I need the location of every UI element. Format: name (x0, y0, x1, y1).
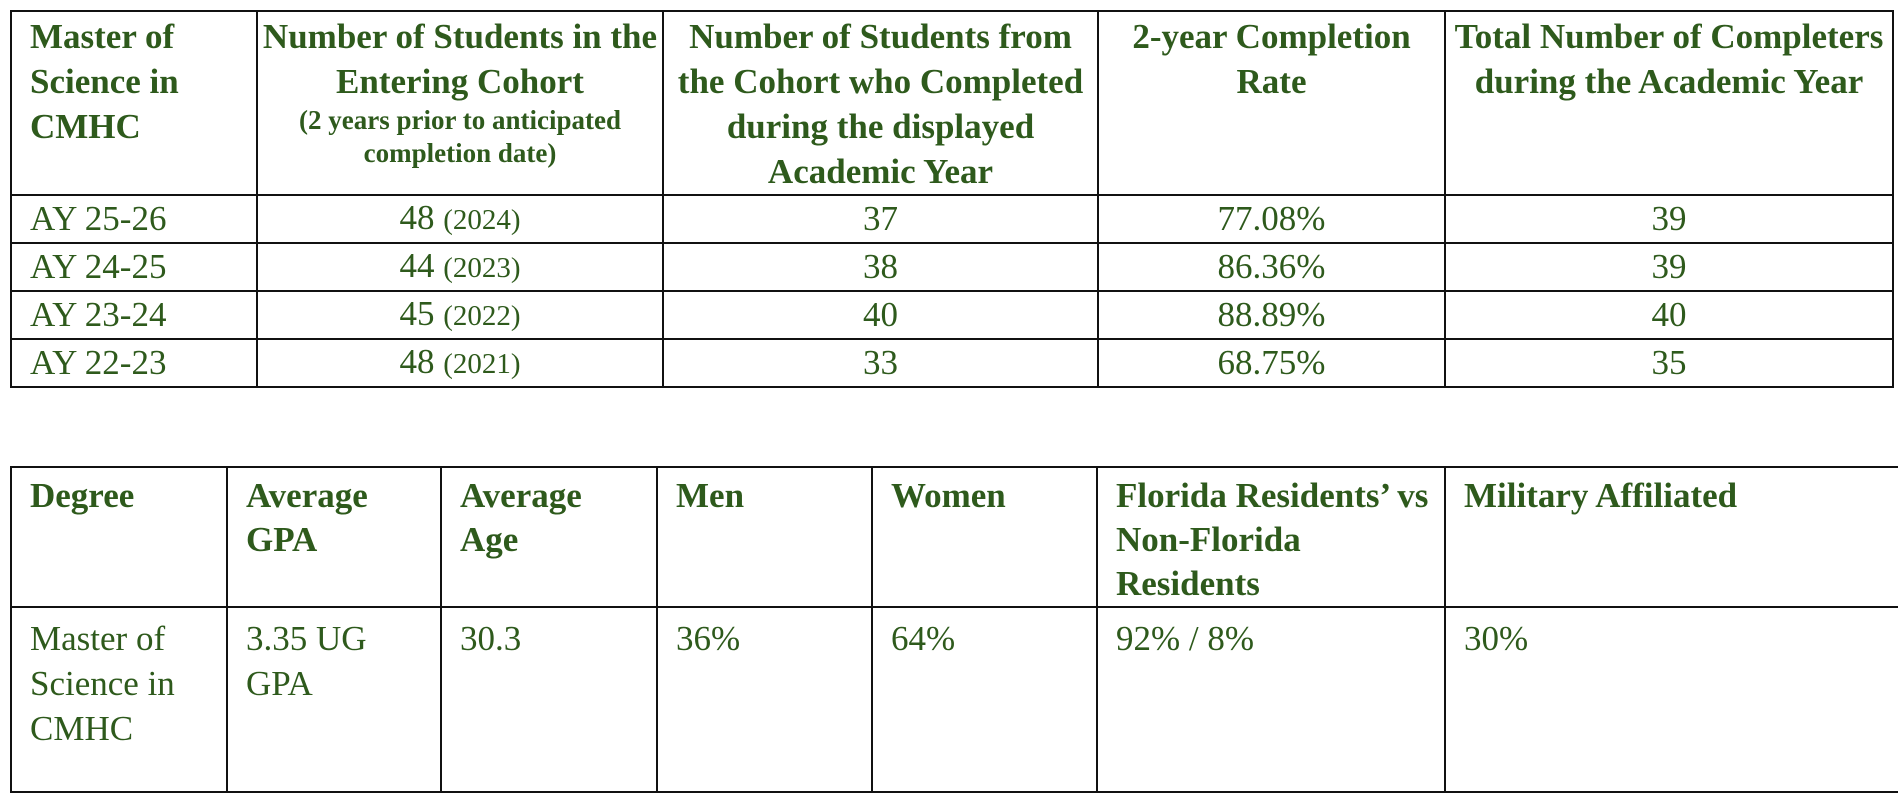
entering-cohort-cell: 45 (2022) (256, 290, 664, 340)
total-completers-cell: 39 (1444, 242, 1894, 292)
women-cell: 64% (871, 606, 1098, 793)
cohort-count: 44 (399, 246, 435, 285)
demographics-header-row: Degree Average GPA Average Age Men Women… (10, 466, 1898, 608)
table-row: AY 23-24 45 (2022) 40 88.89% 40 (10, 290, 1894, 340)
header-total-completers: Total Number of Completers during the Ac… (1444, 10, 1894, 196)
academic-year-cell: AY 22-23 (10, 338, 258, 388)
table-row: Master of Science in CMHC 3.35 UG GPA 30… (10, 606, 1898, 793)
completion-rate-cell: 86.36% (1097, 242, 1446, 292)
cohort-count: 45 (399, 294, 435, 333)
header-residents: Florida Residents’ vs Non-Florida Reside… (1096, 466, 1446, 608)
academic-year-cell: AY 24-25 (10, 242, 258, 292)
entering-cohort-cell: 44 (2023) (256, 242, 664, 292)
header-average-gpa: Average GPA (226, 466, 442, 608)
student-demographics-table: Degree Average GPA Average Age Men Women… (10, 466, 1898, 793)
completed-cell: 38 (662, 242, 1099, 292)
header-completion-rate-label: 2-year Completion Rate (1132, 17, 1411, 101)
header-men: Men (656, 466, 873, 608)
header-entering-cohort-label: Number of Students in the Entering Cohor… (262, 17, 658, 101)
header-entering-cohort-note: (2 years prior to anticipated completion… (299, 105, 621, 168)
cohort-count: 48 (399, 198, 435, 237)
completion-rate-cell: 88.89% (1097, 290, 1446, 340)
header-women: Women (871, 466, 1098, 608)
total-completers-cell: 35 (1444, 338, 1894, 388)
residents-cell: 92% / 8% (1096, 606, 1446, 793)
table-row: AY 25-26 48 (2024) 37 77.08% 39 (10, 194, 1894, 244)
men-cell: 36% (656, 606, 873, 793)
academic-year-cell: AY 23-24 (10, 290, 258, 340)
completion-rate-table: Master of Science in CMHC Number of Stud… (10, 10, 1894, 388)
cohort-year: (2022) (443, 300, 521, 332)
completion-rate-cell: 68.75% (1097, 338, 1446, 388)
header-cohort-completed-label: Number of Students from the Cohort who C… (677, 17, 1084, 191)
header-total-completers-label: Total Number of Completers during the Ac… (1454, 17, 1884, 101)
cohort-year: (2024) (443, 204, 521, 236)
completed-cell: 37 (662, 194, 1099, 244)
table-row: AY 22-23 48 (2021) 33 68.75% 35 (10, 338, 1894, 388)
completion-rate-cell: 77.08% (1097, 194, 1446, 244)
header-military-affiliated: Military Affiliated (1444, 466, 1898, 608)
table-row: AY 24-25 44 (2023) 38 86.36% 39 (10, 242, 1894, 292)
military-affiliated-cell: 30% (1444, 606, 1898, 793)
header-cohort-completed: Number of Students from the Cohort who C… (662, 10, 1099, 196)
cohort-year: (2021) (443, 348, 521, 380)
completed-cell: 33 (662, 338, 1099, 388)
entering-cohort-cell: 48 (2021) (256, 338, 664, 388)
completion-table-header-row: Master of Science in CMHC Number of Stud… (10, 10, 1894, 196)
average-age-cell: 30.3 (440, 606, 658, 793)
average-gpa-cell: 3.35 UG GPA (226, 606, 442, 793)
cohort-year: (2023) (443, 252, 521, 284)
header-program: Master of Science in CMHC (10, 10, 258, 196)
header-average-age: Average Age (440, 466, 658, 608)
degree-cell: Master of Science in CMHC (10, 606, 228, 793)
academic-year-cell: AY 25-26 (10, 194, 258, 244)
cohort-count: 48 (399, 342, 435, 381)
total-completers-cell: 39 (1444, 194, 1894, 244)
total-completers-cell: 40 (1444, 290, 1894, 340)
entering-cohort-cell: 48 (2024) (256, 194, 664, 244)
completed-cell: 40 (662, 290, 1099, 340)
header-degree: Degree (10, 466, 228, 608)
header-completion-rate: 2-year Completion Rate (1097, 10, 1446, 196)
header-entering-cohort: Number of Students in the Entering Cohor… (256, 10, 664, 196)
header-program-label: Master of Science in CMHC (30, 17, 179, 146)
